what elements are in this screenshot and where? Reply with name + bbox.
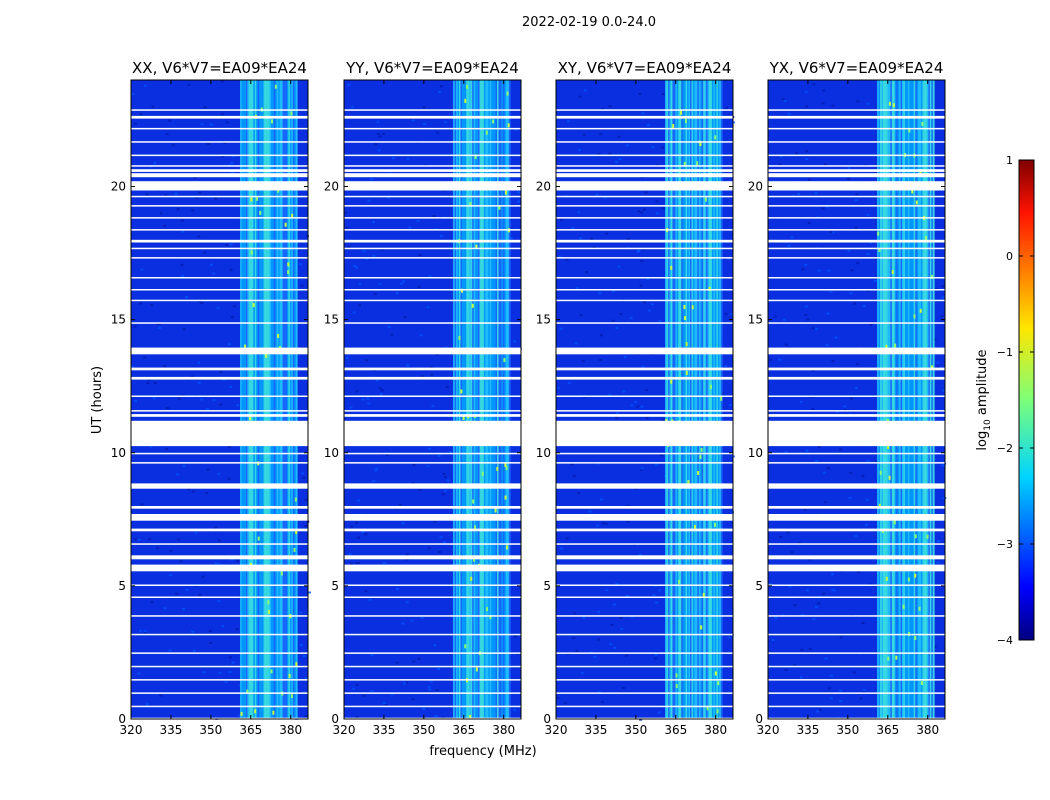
- x-tick-label: 350: [199, 723, 222, 737]
- flagged-rows: [344, 109, 521, 720]
- x-tick-label: 320: [120, 723, 143, 737]
- x-tick-label: 365: [239, 723, 262, 737]
- panel-frame: [343, 79, 522, 720]
- panel-yx: YX, V6*V7=EA09*EA24 320 335 350 365 380 0 5 10 15…: [748, 59, 947, 737]
- y-tick-label: 15: [748, 313, 763, 327]
- x-tick-label: 320: [333, 723, 356, 737]
- panel-frame: [767, 79, 946, 720]
- colorbar-tick-label: −4: [997, 634, 1013, 647]
- panel-frame: [130, 79, 309, 720]
- y-tick-label: 0: [331, 712, 339, 726]
- y-tick-label: 15: [536, 313, 551, 327]
- panel-xx: XX, V6*V7=EA09*EA24 320 335 350 365 380 0 5 10 15…: [111, 59, 311, 737]
- colorbar-ticks: −4 −3 −2 −1 0 1: [997, 154, 1034, 647]
- y-tick-label: 20: [748, 180, 763, 194]
- x-tick-label: 365: [876, 723, 899, 737]
- band-streaks: [665, 80, 723, 719]
- y-tick-label: 0: [755, 712, 763, 726]
- x-tick-label: 335: [159, 723, 182, 737]
- colorbar-gradient: [1018, 159, 1035, 641]
- y-axis-label: UT (hours): [90, 366, 105, 434]
- colorbar-label: log10 amplitude: [975, 349, 993, 450]
- y-tick-label: 10: [748, 446, 763, 460]
- panel-yy: YY, V6*V7=EA09*EA24 320 335 350 365 380 0 5 10 15…: [324, 59, 522, 737]
- x-tick-label: 335: [584, 723, 607, 737]
- x-tick-label: 380: [704, 723, 727, 737]
- y-tick-label: 5: [755, 579, 763, 593]
- colorbar-tick-label: 0: [1006, 250, 1013, 263]
- panel-title: YX, V6*V7=EA09*EA24: [769, 59, 944, 77]
- figure-suptitle: 2022-02-19 0.0-24.0: [522, 15, 656, 30]
- panel-frame: [555, 79, 734, 720]
- panels: XX, V6*V7=EA09*EA24 320 335 350 365 380 0 5 10 15…: [111, 59, 947, 737]
- y-tick-label: 5: [118, 579, 126, 593]
- y-tick-label: 15: [111, 313, 126, 327]
- y-tick-label: 0: [543, 712, 551, 726]
- colorbar-tick-label: −2: [997, 442, 1013, 455]
- x-tick-label: 350: [412, 723, 435, 737]
- colorbar-tick-label: −1: [997, 346, 1013, 359]
- y-tick-label: 0: [118, 712, 126, 726]
- y-tick-label: 5: [543, 579, 551, 593]
- band-streaks: [877, 80, 935, 719]
- x-tick-label: 320: [757, 723, 780, 737]
- x-tick-label: 335: [796, 723, 819, 737]
- panel-title: YY, V6*V7=EA09*EA24: [345, 59, 519, 77]
- x-tick-label: 380: [916, 723, 939, 737]
- colorbar: −4 −3 −2 −1 0 1 log10 amplitude: [975, 154, 1035, 647]
- y-tick-label: 15: [324, 313, 339, 327]
- panel-title: XX, V6*V7=EA09*EA24: [132, 59, 307, 77]
- y-tick-label: 20: [111, 180, 126, 194]
- x-tick-label: 365: [664, 723, 687, 737]
- x-tick-label: 365: [452, 723, 475, 737]
- y-tick-label: 10: [111, 446, 126, 460]
- x-tick-label: 350: [624, 723, 647, 737]
- colorbar-tick-label: 1: [1006, 154, 1013, 167]
- y-tick-label: 5: [331, 579, 339, 593]
- x-tick-label: 380: [492, 723, 515, 737]
- panel-xy: XY, V6*V7=EA09*EA24 320 335 350 365 380 0 5 10 15…: [536, 59, 735, 737]
- colorbar-tick-label: −3: [997, 538, 1013, 551]
- x-tick-label: 335: [372, 723, 395, 737]
- panel-title: XY, V6*V7=EA09*EA24: [558, 59, 732, 77]
- y-tick-label: 20: [324, 180, 339, 194]
- flagged-rows: [131, 109, 308, 720]
- y-tick-label: 20: [536, 180, 551, 194]
- x-tick-label: 320: [545, 723, 568, 737]
- y-tick-label: 10: [324, 446, 339, 460]
- x-tick-label: 350: [836, 723, 859, 737]
- x-axis-label: frequency (MHz): [429, 744, 536, 759]
- band-streaks: [453, 80, 511, 719]
- y-tick-label: 10: [536, 446, 551, 460]
- flagged-rows: [556, 109, 733, 720]
- band-streaks: [240, 80, 298, 719]
- x-tick-label: 380: [279, 723, 302, 737]
- flagged-rows: [768, 109, 945, 720]
